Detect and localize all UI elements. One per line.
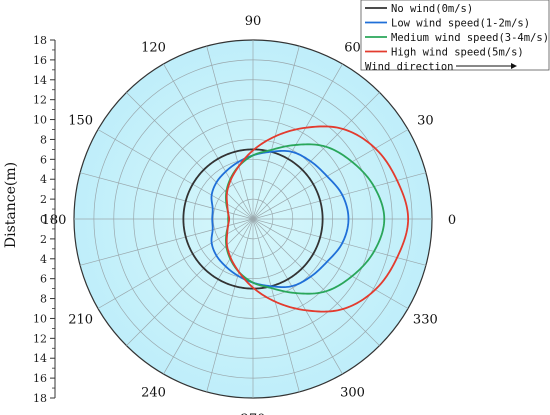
radial-tick-label: 12	[33, 94, 47, 107]
series-line-1	[210, 149, 350, 289]
radial-tick-label: 14	[33, 352, 47, 365]
radial-tick-label: 18	[33, 34, 47, 47]
radial-tick-label: 10	[33, 312, 47, 325]
grid-spoke-165	[80, 172, 254, 220]
radial-axis: 18 16 14 12 10 8 6 4 2 0 2 4 6 8 10 12 14 16 18	[33, 34, 56, 405]
legend-box	[360, 0, 550, 71]
angle-tick-label-60: 60	[344, 41, 361, 56]
legend-label-1: Low wind speed(1-2m/s)	[391, 18, 530, 30]
grid-spoke-315	[252, 218, 380, 346]
angle-tick-label-150: 150	[68, 114, 93, 129]
radial-tick-label: 14	[33, 74, 47, 87]
angle-tick-label-0: 0	[448, 213, 456, 228]
angle-tick-label-120: 120	[141, 41, 166, 56]
legend-label-2: Medium wind speed(3-4m/s)	[391, 32, 549, 44]
series-line-2	[225, 143, 386, 295]
legend-label-3: High wind speed(5m/s)	[391, 47, 524, 59]
radial-tick-label: 4	[40, 253, 47, 266]
series-line-3	[225, 125, 410, 313]
angle-tick-label-270: 270	[241, 412, 266, 415]
grid-spoke-105	[206, 46, 254, 220]
legend: No wind(0m/s) Low wind speed(1-2m/s) Mediu…	[360, 0, 550, 73]
radial-tick-label: 2	[40, 233, 47, 246]
radial-tick-label: 4	[40, 173, 47, 186]
grid-spoke-135	[126, 92, 254, 220]
radial-tick-label: 16	[33, 372, 47, 385]
grid-spoke-255	[206, 218, 254, 392]
ylabel: Distance(m)	[3, 162, 19, 248]
legend-wind-direction-label: Wind direction	[365, 61, 454, 73]
grid-spoke-195	[80, 218, 254, 266]
radial-tick-label: 8	[40, 293, 47, 306]
radial-tick-label: 6	[40, 153, 47, 166]
radial-tick-label: 0	[40, 213, 47, 226]
wind-direction-arrowhead	[511, 63, 517, 69]
angle-tick-label-330: 330	[413, 313, 438, 328]
angle-tick-label-240: 240	[141, 385, 166, 400]
angle-tick-label-30: 30	[417, 114, 434, 129]
grid-spoke-120	[163, 63, 254, 220]
grid-spoke-300	[252, 218, 343, 375]
angle-tick-label-300: 300	[340, 385, 365, 400]
plot-area: 0306090120150180210240270300330	[42, 14, 457, 415]
radial-tick-label: 8	[40, 133, 47, 146]
grid-spoke-240	[163, 218, 254, 375]
radial-tick-label: 16	[33, 54, 47, 67]
angle-tick-label-210: 210	[68, 313, 93, 328]
grid-spoke-60	[252, 63, 343, 220]
legend-label-0: No wind(0m/s)	[391, 3, 473, 15]
grid-spoke-225	[126, 218, 254, 346]
radial-tick-label: 6	[40, 273, 47, 286]
grid-spoke-330	[252, 218, 409, 309]
grid-spoke-75	[252, 46, 300, 220]
series-line-0	[182, 148, 324, 290]
grid-spoke-45	[252, 92, 380, 220]
grid-spoke-285	[252, 218, 300, 392]
radial-tick-label: 2	[40, 193, 47, 206]
angle-tick-label-90: 90	[245, 14, 262, 29]
grid-spoke-30	[252, 129, 409, 220]
angle-tick-label-180: 180	[42, 213, 67, 228]
radial-tick-label: 18	[33, 392, 47, 405]
radial-tick-label: 10	[33, 114, 47, 127]
radial-tick-label: 12	[33, 332, 47, 345]
